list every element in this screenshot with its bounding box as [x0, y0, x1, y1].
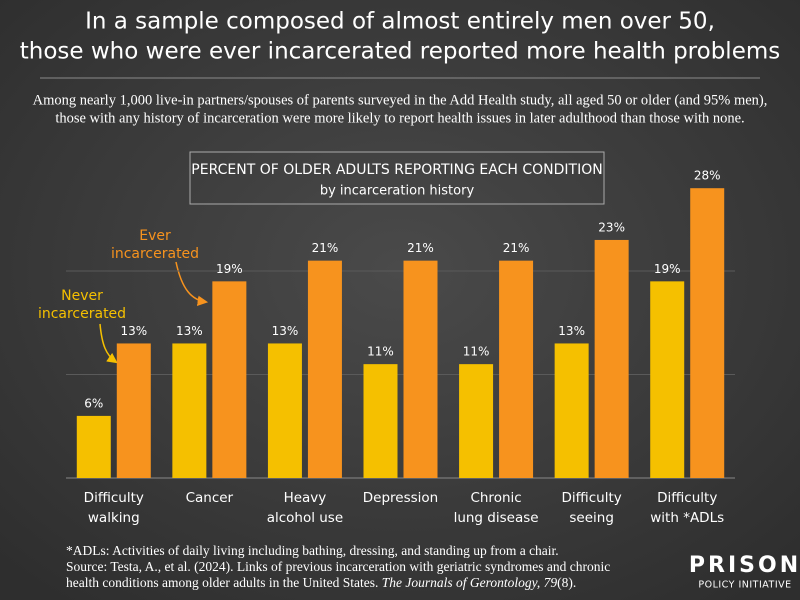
data-label: 21% [312, 241, 339, 255]
x-tick-label: Chronic [470, 490, 521, 506]
bar [307, 260, 342, 478]
footnote: *ADLs: Activities of daily living includ… [66, 543, 559, 558]
data-label: 21% [503, 241, 530, 255]
x-tick-label: Difficulty [84, 490, 144, 506]
bar [172, 343, 207, 478]
x-tick-label: alcohol use [267, 510, 343, 526]
footnote-part: Source: Testa, A., et al. (2024). Links … [66, 559, 610, 574]
data-label: 19% [654, 262, 681, 276]
legend-label: incarcerated [38, 306, 126, 322]
data-label: 13% [176, 324, 203, 338]
footnote-part: health conditions among older adults in … [66, 575, 382, 590]
data-label: 13% [558, 324, 585, 338]
data-label: 21% [407, 241, 434, 255]
x-tick-label: Heavy [284, 490, 327, 506]
data-label: 28% [694, 169, 721, 183]
footnote-part: *ADLs: Activities of daily living includ… [66, 543, 559, 558]
bar [212, 281, 247, 478]
logo: PRISON [689, 553, 800, 578]
footnote-part: (8). [557, 575, 576, 590]
bar [499, 260, 534, 478]
x-tick-label: Depression [363, 490, 438, 506]
legend-label: Ever [139, 228, 171, 244]
x-tick-label: seeing [569, 510, 614, 526]
legend-label: Never [61, 288, 103, 304]
x-tick-label: lung disease [454, 510, 539, 526]
data-label: 13% [120, 324, 147, 338]
x-tick-label: walking [88, 510, 140, 526]
bar [267, 343, 302, 478]
x-tick-label: Cancer [186, 490, 234, 506]
subtitle: Among nearly 1,000 live-in partners/spou… [33, 92, 768, 108]
bar [363, 364, 398, 478]
bar [76, 415, 111, 478]
bar [554, 343, 589, 478]
data-label: 6% [84, 396, 103, 410]
x-tick-label: Difficulty [657, 490, 717, 506]
bar [403, 260, 438, 478]
chart-title: those who were ever incarcerated reporte… [20, 39, 780, 65]
bar [594, 239, 629, 478]
bar [690, 188, 725, 478]
bar [459, 364, 494, 478]
data-label: 19% [216, 262, 243, 276]
box-frame [189, 151, 605, 205]
legend-label: incarcerated [111, 246, 199, 262]
subtitle: those with any history of incarceration … [55, 110, 744, 126]
data-label: 13% [272, 324, 299, 338]
data-label: 11% [463, 345, 490, 359]
bar [116, 343, 151, 478]
box-title: by incarceration history [320, 184, 475, 199]
footnote-part: The Journals of Gerontology, 79 [382, 575, 558, 590]
box-title: PERCENT OF OLDER ADULTS REPORTING EACH C… [191, 162, 602, 178]
footnote: Source: Testa, A., et al. (2024). Links … [66, 559, 610, 574]
arrow [175, 261, 209, 307]
footnote: health conditions among older adults in … [66, 575, 576, 590]
logo: POLICY INITIATIVE [698, 580, 791, 591]
data-label: 11% [367, 345, 394, 359]
x-tick-label: with *ADLs [650, 510, 724, 526]
chart-title: In a sample composed of almost entirely … [85, 9, 715, 35]
x-tick-label: Difficulty [562, 490, 622, 506]
arrow [99, 323, 118, 364]
bar [650, 281, 685, 478]
data-label: 23% [598, 220, 625, 234]
